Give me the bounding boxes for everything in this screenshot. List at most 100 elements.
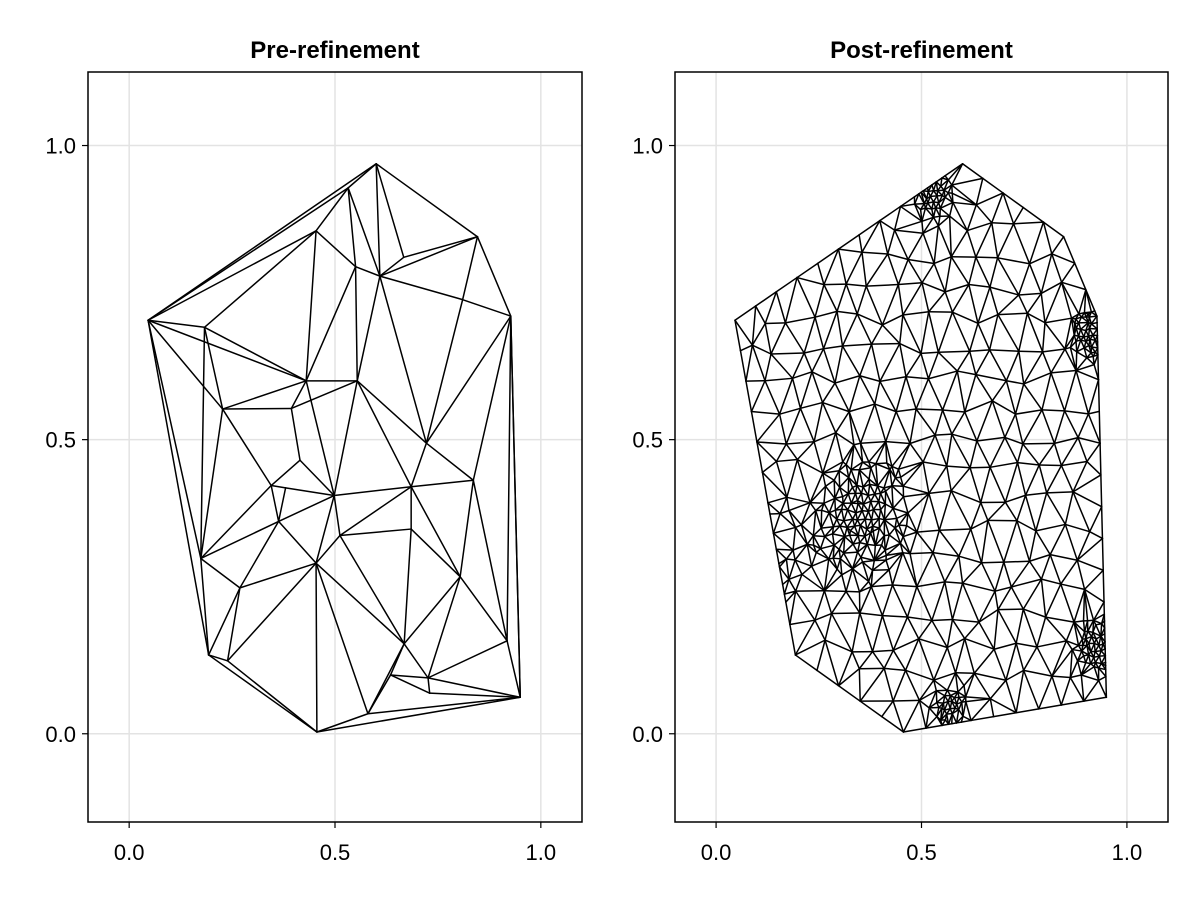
- post-refinement-mesh-edge: [893, 220, 923, 231]
- post-refinement-mesh-edge: [970, 715, 995, 722]
- post-refinement-mesh-edge: [975, 373, 994, 402]
- post-refinement-mesh-edge: [961, 582, 980, 623]
- post-refinement-mesh-edge: [964, 672, 976, 698]
- post-refinement-mesh-edge: [739, 349, 747, 382]
- post-refinement-mesh-edge: [1051, 675, 1072, 679]
- post-refinement-mesh-edge: [832, 557, 842, 560]
- pre-refinement-mesh-edge: [461, 298, 512, 317]
- post-refinement-mesh-edge: [1018, 312, 1029, 352]
- post-refinement-mesh-edge: [1040, 578, 1062, 585]
- post-refinement-mesh-edge: [1090, 346, 1099, 349]
- post-refinement-mesh-edge: [1088, 323, 1093, 330]
- post-refinement-mesh-edge: [941, 370, 959, 411]
- post-refinement-mesh-edge: [905, 375, 930, 380]
- post-refinement-mesh-edge: [881, 614, 909, 618]
- post-refinement-mesh-edge: [946, 689, 952, 697]
- post-refinement-mesh-edge: [879, 219, 889, 255]
- post-refinement-mesh-edge: [875, 463, 879, 487]
- pre-refinement-mesh-edge: [315, 562, 369, 715]
- post-refinement-mesh-edge: [1005, 379, 1025, 385]
- post-refinement-mesh-edge: [828, 511, 835, 528]
- post-refinement-mesh-edge: [997, 294, 1020, 316]
- post-refinement-mesh-edge: [1097, 667, 1107, 678]
- post-refinement-mesh-edge: [856, 551, 862, 559]
- post-refinement-mesh-edge: [1083, 588, 1095, 622]
- post-refinement-mesh-edge: [973, 648, 995, 675]
- post-refinement-mesh-edge: [878, 519, 886, 529]
- post-refinement-mesh-edge: [1028, 253, 1053, 265]
- post-refinement-mesh-edge: [775, 443, 788, 463]
- post-refinement-mesh-edge: [770, 352, 805, 355]
- post-refinement-mesh-edge: [913, 203, 923, 223]
- post-refinement-mesh-edge: [1028, 553, 1051, 562]
- post-refinement-mesh-edge: [897, 442, 911, 470]
- post-refinement-mesh-edge: [868, 483, 876, 495]
- post-refinement-mesh-edge: [859, 700, 883, 718]
- post-refinement-mesh-edge: [946, 672, 957, 692]
- post-refinement-mesh-edge: [1036, 640, 1068, 648]
- post-refinement-mesh-edge: [828, 558, 838, 570]
- post-refinement-mesh-edge: [861, 461, 872, 469]
- pre-refinement-mesh-edge: [147, 319, 210, 656]
- post-refinement-mesh-edge: [881, 584, 894, 617]
- post-refinement-mesh-edge: [941, 409, 953, 435]
- post-refinement-mesh-edge: [1038, 464, 1048, 494]
- pre-refinement-mesh: [147, 163, 521, 733]
- post-refinement-mesh-edge: [931, 619, 949, 649]
- post-refinement-mesh-edge: [856, 499, 865, 505]
- post-refinement-mesh-edge: [851, 568, 870, 583]
- post-refinement-mesh-edge: [1087, 630, 1094, 634]
- post-refinement-mesh-edge: [778, 413, 788, 445]
- post-refinement-mesh-edge: [831, 533, 846, 538]
- post-refinement-mesh-edge: [1044, 616, 1068, 642]
- post-refinement-mesh-edge: [892, 649, 907, 672]
- post-refinement-mesh-edge: [1040, 281, 1063, 295]
- post-refinement-mesh-edge: [764, 291, 778, 325]
- post-refinement-mesh-edge: [950, 696, 956, 703]
- post-refinement-mesh-edge: [823, 568, 838, 592]
- post-refinement-mesh-edge: [854, 484, 858, 495]
- post-refinement-mesh-edge: [745, 380, 753, 413]
- post-refinement-mesh-edge: [944, 291, 954, 313]
- post-refinement-mesh-edge: [944, 689, 949, 697]
- post-refinement-mesh-edge: [751, 305, 757, 346]
- post-refinement-mesh-edge: [856, 543, 868, 553]
- post-refinement-mesh-edge: [822, 469, 840, 474]
- post-refinement-mesh-edge: [788, 559, 796, 581]
- post-refinement-mesh-edge: [928, 489, 952, 495]
- post-refinement-mesh-edge: [934, 433, 953, 436]
- post-refinement-mesh-edge: [902, 524, 908, 538]
- post-refinement-mesh-edge: [899, 535, 904, 545]
- post-refinement-mesh-edge: [1073, 621, 1080, 647]
- post-refinement-mesh-edge: [952, 201, 978, 206]
- post-refinement-mesh-edge: [879, 219, 896, 231]
- pre-refinement-mesh-edge: [427, 677, 431, 694]
- post-refinement-mesh-edge: [838, 461, 844, 472]
- post-refinement-mesh-edge: [1077, 413, 1090, 439]
- post-refinement-mesh-edge: [1086, 356, 1095, 366]
- post-refinement-mesh-edge: [902, 699, 921, 733]
- post-refinement-mesh-edge: [1092, 355, 1095, 366]
- post-refinement-mesh-edge: [828, 497, 836, 514]
- pre-refinement-mesh-edge: [379, 275, 428, 444]
- post-refinement-mesh-edge: [989, 697, 1017, 714]
- pre-refinement-mesh-edge: [461, 235, 479, 301]
- post-refinement-mesh-edge: [946, 465, 971, 469]
- post-refinement-mesh-edge: [784, 276, 798, 324]
- pre-refinement-mesh-edge: [410, 528, 461, 578]
- post-refinement-mesh-edge: [935, 181, 939, 192]
- post-refinement-mesh-edge: [794, 559, 813, 567]
- post-refinement-mesh-edge: [837, 651, 853, 687]
- post-refinement-mesh-edge: [927, 370, 959, 380]
- post-refinement-mesh-edge: [878, 527, 886, 537]
- post-refinement-mesh-edge: [836, 310, 858, 315]
- post-refinement-mesh-edge: [955, 696, 960, 705]
- post-refinement-mesh-edge: [1060, 281, 1087, 291]
- post-refinement-mesh-edge: [849, 529, 859, 537]
- post-refinement-mesh-edge: [1092, 328, 1098, 336]
- post-refinement-mesh-edge: [895, 410, 911, 445]
- post-refinement-mesh-edge: [1094, 650, 1101, 657]
- post-refinement-mesh-edge: [968, 256, 977, 286]
- pre-refinement-mesh-edge: [221, 407, 293, 410]
- post-refinement-mesh-edge: [822, 461, 844, 474]
